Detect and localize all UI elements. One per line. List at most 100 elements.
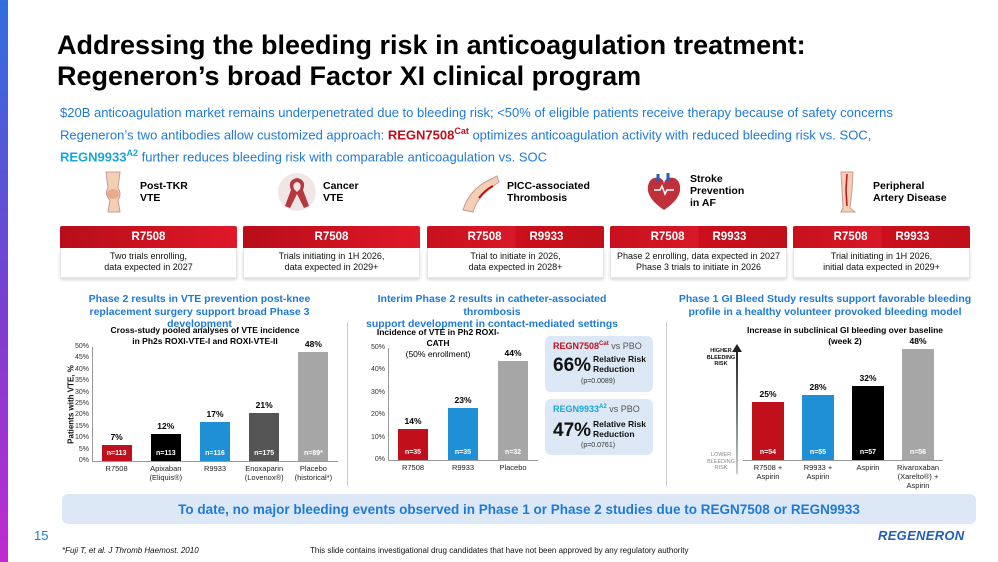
n-label: n=89* <box>303 450 323 457</box>
y-tick-label: 20% <box>74 411 89 419</box>
y-tick-label: 10% <box>74 434 89 442</box>
indication-status: Trials initiating in 1H 2026, data expect… <box>243 248 420 278</box>
drug-tag: R9933 <box>712 231 747 243</box>
x-tick-label: R9933 + Aspirin <box>803 463 833 481</box>
indication-label: PICC-associated Thrombosis <box>507 180 590 204</box>
risk-arrow-icon <box>732 344 742 474</box>
title-line-1: Addressing the bleeding risk in anticoag… <box>57 30 806 60</box>
y-tick-label: 25% <box>74 400 89 407</box>
section-header-gi: Phase 1 GI Bleed Study results support f… <box>678 293 972 318</box>
bar <box>498 361 528 460</box>
value-label: 14% <box>404 415 422 426</box>
y-tick-label: 10% <box>370 433 385 441</box>
y-tick-label: 35% <box>74 377 89 385</box>
value-label: 12% <box>157 420 175 431</box>
x-tick-label: Placebo (historical*) <box>294 464 333 482</box>
chart3-title: Increase in subclinical GI bleeding over… <box>746 325 944 346</box>
n-label: n=32 <box>504 449 522 456</box>
value-label: 44% <box>504 348 522 359</box>
section-header-vte: Phase 2 results in VTE prevention post-k… <box>88 293 311 330</box>
y-tick-label: 20% <box>370 411 385 419</box>
value-label: 21% <box>255 400 273 411</box>
bar <box>298 351 329 461</box>
footnote: *Fuji T, et al. J Thromb Haemost. 2010 <box>62 546 199 555</box>
y-tick-label: 30% <box>370 388 385 396</box>
n-label: n=175 <box>254 450 275 457</box>
knee-icon <box>92 170 134 213</box>
higher-risk-label: HIGHER BLEEDING RISK <box>706 348 736 367</box>
y-tick-label: 50% <box>74 343 89 350</box>
drug-banner: R7508 <box>243 226 420 248</box>
x-tick-label: R7508 <box>401 463 425 472</box>
value-label: 48% <box>304 338 322 349</box>
page-number: 15 <box>34 528 49 543</box>
heart-icon <box>642 170 684 212</box>
n-label: n=55 <box>809 449 827 456</box>
lower-risk-label: LOWER BLEEDING RISK <box>707 452 735 471</box>
chart3: n=54 25% R7508 + Aspirin n=55 28% R9933 + Aspir… <box>740 336 975 492</box>
arm-catheter-icon <box>459 170 501 213</box>
drug-banner: R7508 R9933 <box>610 226 787 248</box>
y-tick-label: 0% <box>78 457 89 464</box>
n-label: n=116 <box>205 450 225 457</box>
n-label: n=113 <box>106 450 127 457</box>
x-tick-label: Placebo <box>499 463 527 472</box>
bar <box>752 402 784 460</box>
indication-label: Stroke Prevention in AF <box>690 173 745 209</box>
page-title: Addressing the bleeding risk in anticoag… <box>57 30 957 92</box>
value-label: 7% <box>110 432 123 443</box>
title-line-2: Regeneron’s broad Factor XI clinical pro… <box>57 61 642 91</box>
x-tick-label: Rivaroxaban (Xarelto®) + Aspirin <box>896 463 940 490</box>
bar <box>398 428 428 460</box>
x-tick-label: R9933 <box>451 463 475 472</box>
x-tick-label: R7508 + Aspirin <box>753 463 783 481</box>
drug-tag: R7508 <box>314 231 349 243</box>
x-tick-label: Enoxaparin (Lovenox®) <box>244 464 284 482</box>
subtitle-line-3: REGN9933A2 further reduces bleeding risk… <box>60 148 547 165</box>
subtitle: $20B anticoagulation market remains unde… <box>60 104 960 167</box>
n-label: n=35 <box>454 449 472 456</box>
chart1-title: Cross-study pooled analyses of VTE incid… <box>110 325 300 346</box>
n-label: n=35 <box>404 449 422 456</box>
indication-label: Post-TKR VTE <box>140 180 188 204</box>
y-tick-label: 40% <box>74 365 89 373</box>
x-tick-label: Aspirin <box>856 463 880 472</box>
subtitle-line-2: Regeneron’s two antibodies allow customi… <box>60 126 872 143</box>
x-axis <box>92 461 338 462</box>
drug-tag: R9933 <box>895 231 930 243</box>
accent-bar <box>0 0 8 562</box>
indication-status: Trial initiating in 1H 2026, initial data… <box>793 248 970 278</box>
y-tick-label: 40% <box>370 366 385 374</box>
bar <box>200 422 230 461</box>
value-label: 23% <box>454 395 472 406</box>
leg-icon <box>825 170 867 213</box>
bottom-banner: To date, no major bleeding events observ… <box>62 494 976 524</box>
indication-label: Cancer VTE <box>323 180 359 204</box>
subtitle-line-1: $20B anticoagulation market remains unde… <box>60 105 893 120</box>
bar <box>101 445 132 461</box>
drug-banner: R7508 R9933 <box>793 226 970 248</box>
n-label: n=113 <box>155 450 176 457</box>
n-label: n=57 <box>859 449 877 456</box>
drug-tag: R9933 <box>529 231 564 243</box>
x-axis <box>743 460 943 461</box>
chart1: 0% 5% 10% 15% 20% 25% 30% 35% 40% 45% 50% n=113 7% R7… <box>60 338 345 490</box>
drug-banner: R7508 <box>60 226 237 248</box>
x-tick-label: Apixaban (Eliquis®) <box>149 464 183 482</box>
x-tick-label: R7508 <box>105 464 128 473</box>
drug-tag: R7508 <box>833 231 868 243</box>
value-label: 32% <box>859 372 877 383</box>
y-axis <box>388 348 389 460</box>
indication-status: Two trials enrolling, data expected in 20… <box>60 248 237 278</box>
y-tick-label: 15% <box>74 422 89 430</box>
disclaimer: This slide contains investigational drug… <box>310 546 689 555</box>
y-axis <box>92 347 93 461</box>
rr1-value: 66% <box>553 355 592 376</box>
bar <box>249 413 280 461</box>
rr-box-9933: REGN9933A2 vs PBO 47% Relative Risk Reduc… <box>545 399 653 455</box>
divider-1 <box>347 322 348 486</box>
bar <box>902 348 934 460</box>
value-label: 17% <box>206 409 224 420</box>
bar <box>852 385 884 460</box>
y-tick-label: 45% <box>74 354 89 362</box>
